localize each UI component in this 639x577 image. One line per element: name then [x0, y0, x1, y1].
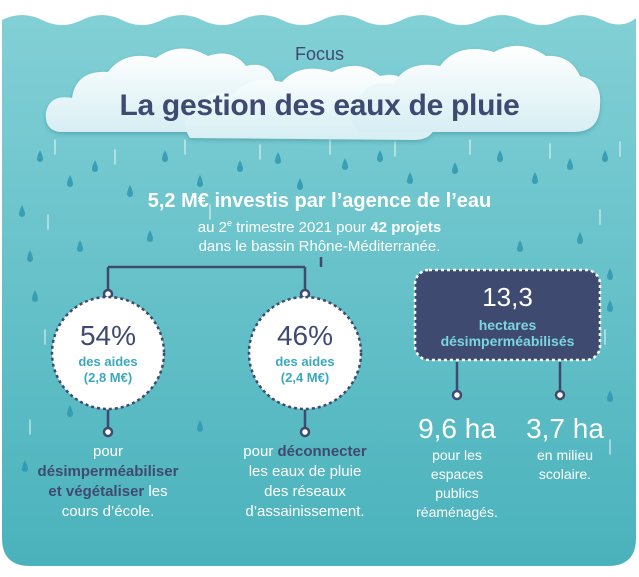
rain-streaks — [29, 139, 621, 455]
left-stat-desc-rest: les — [144, 483, 168, 500]
rain-drop — [452, 162, 458, 174]
rain-drops — [19, 150, 613, 472]
rain-drop — [297, 178, 303, 190]
mid-stat-desc-pre: pour — [243, 443, 278, 460]
rain-drop — [27, 250, 33, 262]
rain-drop — [407, 172, 413, 184]
sub-left-line-1: pour les — [432, 447, 482, 463]
sub-right-line-2: scolaire. — [538, 466, 592, 482]
rain-drop — [77, 240, 83, 252]
rain-drop — [37, 150, 43, 162]
summary-line-1-mid: trimestre 2021 pour — [231, 219, 371, 236]
mid-stat-desc-2: les eaux de pluie — [248, 463, 362, 480]
rain-drop — [607, 268, 613, 280]
summary-project-count: 42 projets — [370, 219, 442, 236]
left-stat-label: des aides — [78, 354, 138, 369]
rain-drop — [22, 460, 28, 472]
rain-drop — [567, 158, 573, 170]
left-stat-desc-3: et végétaliser les — [18, 482, 198, 502]
cloud-icon — [45, 45, 601, 140]
mid-stat-percent: 46% — [276, 320, 334, 351]
mid-stat-desc-4: d’assainissement. — [245, 503, 365, 520]
left-stat-desc-bold-2: et végétaliser — [48, 483, 145, 500]
sub-left-line-4: réaménagés. — [416, 504, 498, 520]
rain-drop — [517, 240, 523, 252]
hectares-label-2: désimperméabilisés — [440, 333, 575, 349]
rain-drop — [237, 160, 243, 172]
rain-drop — [197, 420, 203, 432]
stat-circles — [50, 295, 363, 411]
rain-drop — [275, 152, 281, 164]
mid-stat-desc-3: des réseaux — [264, 483, 346, 500]
rain-drop — [147, 230, 153, 242]
rain-drop — [342, 158, 348, 170]
rain-drop — [602, 150, 608, 162]
focus-label: Focus — [294, 44, 345, 64]
mid-stat-amount: (2,4 M€) — [280, 370, 330, 385]
sub-left-line-3: publics — [435, 485, 479, 501]
summary-line-1: au 2e trimestre 2021 pour 42 projets — [0, 218, 639, 236]
hectares-box — [413, 268, 602, 362]
rain-drop — [92, 160, 98, 172]
left-stat-amount: (2,8 M€) — [83, 370, 133, 385]
left-stat-percent: 54% — [79, 320, 137, 351]
sub-left-line-2: espaces — [430, 466, 484, 482]
rain-drop — [32, 290, 38, 302]
rain-drop — [127, 185, 133, 197]
sub-right-line-1: en milieu — [536, 447, 594, 463]
rain-drop — [19, 205, 25, 217]
rain-drop — [197, 175, 203, 187]
rain-drop — [532, 172, 538, 184]
left-stat-desc-bold: désimperméabiliser — [37, 463, 179, 480]
background-panel — [2, 15, 636, 566]
rain-drop — [607, 390, 613, 402]
rain-drop — [577, 232, 583, 244]
page-title: La gestion des eaux de pluie — [119, 89, 520, 122]
sub-right-value: 3,7 ha — [526, 413, 604, 444]
left-stat-desc-1: pour — [92, 443, 124, 460]
hectares-label: hectares — [478, 317, 537, 333]
rain-drop — [67, 405, 73, 417]
mid-stat-label: des aides — [275, 354, 335, 369]
left-stat-desc-4: cours d’école. — [61, 503, 155, 520]
rain-drop — [162, 150, 168, 162]
hectares-total: 13,3 — [482, 282, 533, 312]
summary-line-1-sup: e — [226, 218, 232, 228]
rain-drop — [377, 150, 383, 162]
rain-drop — [497, 150, 503, 162]
sub-left-value: 9,6 ha — [418, 413, 496, 444]
summary-line-1-start: au 2 — [197, 219, 227, 236]
rain-drop — [67, 175, 73, 187]
mid-stat-desc-bold: déconnecter — [277, 443, 367, 460]
left-stat-desc-2: désimperméabiliser — [18, 462, 198, 482]
rain-drop — [607, 300, 613, 312]
mid-stat-desc-1: pour déconnecter — [215, 442, 395, 462]
summary-headline: 5,2 M€ investis par l’agence de l’eau — [147, 190, 492, 212]
summary-line-2: dans le bassin Rhône-Méditerranée. — [198, 238, 441, 255]
